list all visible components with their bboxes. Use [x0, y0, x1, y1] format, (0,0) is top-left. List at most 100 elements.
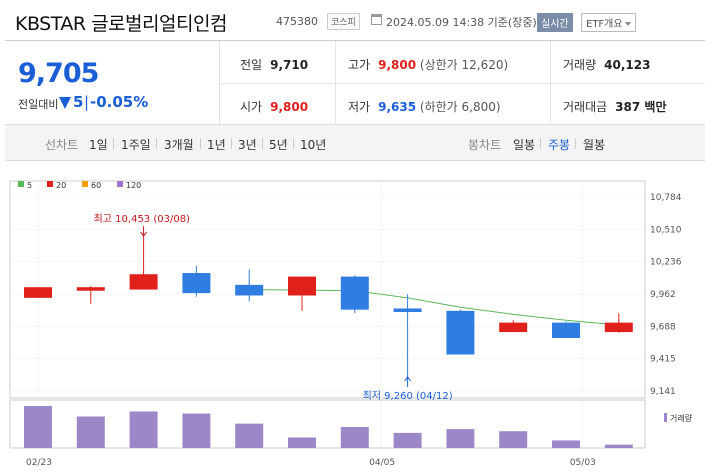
etf-overview-label: ETF개요	[586, 19, 623, 30]
low-label: 저가	[348, 100, 371, 114]
quote-col-divider	[550, 41, 551, 125]
min-arrow-head	[404, 376, 411, 382]
y-tick-label: 10,510	[650, 225, 682, 235]
quote-panel: 9,705 전일대비 5 | -0.05% 전일 9,710 고가 9,800 (상…	[5, 40, 705, 125]
candle-body	[288, 276, 316, 296]
amount-value: 387 백만	[615, 100, 667, 114]
divider	[156, 138, 157, 149]
candle-body	[446, 310, 475, 355]
volume-bar	[499, 431, 528, 448]
volume-bar	[393, 432, 422, 448]
prev-close-cell: 전일 9,710	[240, 56, 308, 73]
line-chart-label: 선차트	[45, 138, 79, 152]
x-tick-label: 02/23	[26, 458, 52, 468]
high-cell: 고가 9,800 (상한가 12,620)	[348, 56, 508, 73]
period-10y[interactable]: 10년	[300, 138, 327, 152]
candle-body	[129, 274, 158, 290]
volume-bar	[288, 437, 316, 448]
calendar-icon	[371, 14, 382, 25]
candle-body	[499, 322, 528, 333]
quote-row-divider	[220, 83, 705, 84]
candle-body	[235, 284, 264, 296]
open-cell: 시가 9,800	[240, 98, 308, 115]
high-value: 9,800	[378, 58, 417, 72]
open-value: 9,800	[270, 100, 309, 114]
price-plot-frame	[9, 180, 646, 399]
chart-period-bar: 선차트 1일 1주일 3개월 1년 3년 5년 10년 봉차트 일봉 주봉 월봉	[5, 125, 705, 161]
volume-value: 40,123	[604, 58, 651, 72]
volume-bar	[446, 429, 475, 448]
period-1w[interactable]: 1주일	[121, 138, 151, 152]
candlestick-chart[interactable]: 10,784 10,510 10,236 9,962 9,688 9,415 9,141 02…	[0, 161, 705, 472]
volume-bar	[604, 444, 633, 448]
y-tick-label: 10,784	[650, 193, 682, 203]
divider	[262, 138, 263, 149]
legend-label: 5	[27, 181, 32, 190]
divider	[113, 138, 114, 149]
max-arrow-head	[140, 231, 147, 237]
volume-plot-frame	[9, 399, 646, 449]
candle-body	[340, 276, 369, 310]
lower-limit: (하한가 6,800)	[419, 100, 501, 114]
candle-daily[interactable]: 일봉	[513, 138, 536, 152]
legend-swatch	[117, 181, 123, 187]
stock-name: KBSTAR 글로벌리얼티인컴	[15, 13, 227, 35]
low-value: 9,635	[378, 100, 417, 114]
volume-bar	[340, 427, 369, 448]
candle-body	[24, 287, 52, 298]
down-triangle-icon	[59, 97, 71, 109]
caret-down-icon	[624, 22, 631, 26]
stock-code: 475380	[276, 15, 318, 28]
y-tick-label: 9,962	[650, 290, 676, 300]
realtime-button[interactable]: 실시간	[537, 13, 573, 32]
divider	[231, 138, 232, 149]
period-1d[interactable]: 1일	[89, 138, 108, 152]
period-5y[interactable]: 5년	[269, 138, 288, 152]
legend-label: 120	[126, 181, 141, 190]
volume-bar	[182, 413, 211, 448]
legend-swatch	[47, 181, 53, 187]
price-change: 5	[73, 93, 84, 111]
volume-label: 거래량	[563, 58, 597, 72]
y-tick-label: 9,141	[650, 387, 676, 397]
prev-close-value: 9,710	[270, 58, 309, 72]
candle-weekly[interactable]: 주봉	[548, 138, 571, 152]
stock-header: KBSTAR 글로벌리얼티인컴 475380 코스피 2024.05.09 14…	[0, 0, 705, 40]
low-cell: 저가 9,635 (하한가 6,800)	[348, 98, 501, 115]
divider	[540, 138, 541, 149]
vs-prev-label: 전일대비	[18, 98, 59, 111]
amount-label: 거래대금	[563, 100, 608, 114]
volume-cell: 거래량 40,123	[563, 56, 650, 73]
period-1y[interactable]: 1년	[207, 138, 226, 152]
period-3y[interactable]: 3년	[238, 138, 257, 152]
etf-overview-button[interactable]: ETF개요	[581, 13, 636, 32]
x-tick-label: 04/05	[369, 458, 395, 468]
amount-cell: 거래대금 387 백만	[563, 98, 666, 115]
legend-swatch	[82, 181, 88, 187]
market-badge: 코스피	[327, 13, 360, 30]
x-tick-label: 05/03	[570, 458, 596, 468]
legend-swatch	[18, 181, 24, 187]
high-label: 고가	[348, 58, 371, 72]
divider	[575, 138, 576, 149]
volume-bar	[24, 406, 52, 448]
divider	[200, 138, 201, 149]
candle-chart-label: 봉차트	[468, 138, 502, 152]
volume-bar	[552, 440, 580, 448]
legend-label: 60	[91, 181, 101, 190]
candle-body	[552, 322, 580, 338]
change-separator: |	[84, 93, 90, 111]
quote-datetime: 2024.05.09 14:38 기준(장중)	[386, 16, 537, 29]
y-tick-label: 10,236	[650, 258, 682, 268]
period-3m[interactable]: 3개월	[164, 138, 194, 152]
candle-monthly[interactable]: 월봉	[583, 138, 606, 152]
max-price-label: 최고 10,453 (03/08)	[94, 213, 190, 225]
candle-body	[76, 287, 105, 291]
volume-label: 거래량	[670, 413, 693, 423]
volume-bar	[129, 411, 158, 448]
open-label: 시가	[240, 100, 263, 114]
candle-body	[604, 322, 633, 333]
candle-body	[393, 308, 422, 313]
current-price-box: 9,705 전일대비 5 | -0.05%	[5, 41, 220, 125]
upper-limit: (상한가 12,620)	[419, 58, 509, 72]
